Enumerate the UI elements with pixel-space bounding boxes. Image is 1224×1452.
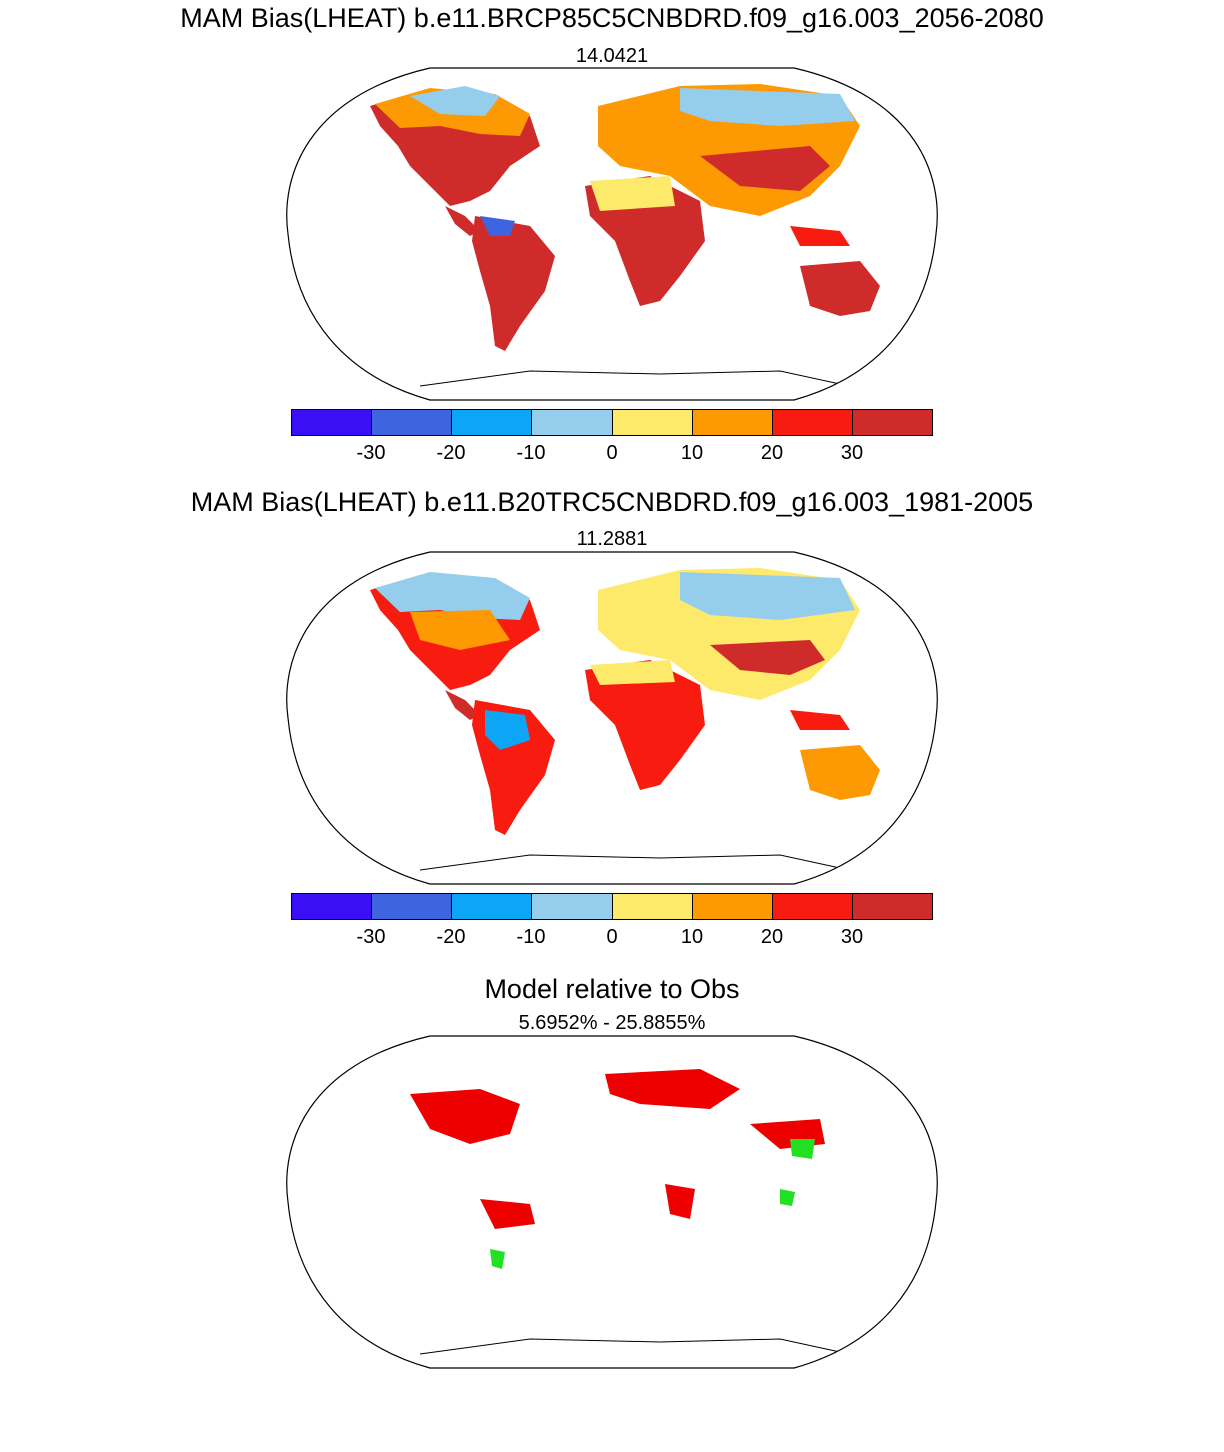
panel-2-title: MAM Bias(LHEAT) b.e11.B20TRC5CNBDRD.f09_… — [190, 487, 1034, 517]
panel-1-colorbar — [291, 409, 933, 436]
cb2-label-0: 0 — [606, 926, 618, 948]
siberia-blue — [680, 572, 855, 620]
cb1-label-30: 30 — [840, 442, 864, 464]
cb1-label-m20: -20 — [436, 442, 466, 464]
cb1-seg-2 — [372, 410, 453, 435]
cb2-seg-6 — [692, 894, 773, 919]
cb2-seg-3 — [452, 894, 533, 919]
panel-3-subtitle: 5.6952% - 25.8855% — [518, 1012, 706, 1034]
panel-2-map — [286, 551, 938, 885]
cb1-label-20: 20 — [760, 442, 784, 464]
north-america-mid — [410, 610, 510, 650]
panel-2-colorbar — [291, 893, 933, 920]
panel-1-map — [286, 67, 938, 401]
panel-3-map — [286, 1035, 938, 1369]
cb1-seg-5 — [612, 410, 693, 435]
panel-1-title: MAM Bias(LHEAT) b.e11.BRCP85C5CNBDRD.f09… — [180, 3, 1044, 33]
south-america-green — [490, 1249, 505, 1269]
africa — [585, 660, 705, 790]
amazon-blue — [485, 710, 530, 750]
antarctica-outline — [419, 1338, 841, 1355]
maritime-continent — [790, 710, 850, 730]
north-america-north — [375, 572, 530, 620]
europe-red — [605, 1069, 740, 1109]
cb1-label-m30: -30 — [356, 442, 386, 464]
china-green — [790, 1139, 815, 1159]
sahara — [590, 176, 675, 211]
south-america — [472, 216, 555, 351]
central-america — [445, 690, 480, 720]
canada-arctic — [410, 86, 500, 116]
cb1-label-0: 0 — [606, 442, 618, 464]
cb2-label-m30: -30 — [356, 926, 386, 948]
maritime-continent — [790, 226, 850, 246]
amazon-blue — [480, 216, 515, 236]
cb2-label-20: 20 — [760, 926, 784, 948]
cb1-label-m10: -10 — [516, 442, 546, 464]
amazon-red — [480, 1199, 535, 1229]
cb2-label-m20: -20 — [436, 926, 466, 948]
sahara — [590, 660, 675, 685]
cb2-seg-5 — [612, 894, 693, 919]
cb2-seg-8 — [852, 894, 932, 919]
cb2-seg-4 — [532, 894, 613, 919]
antarctica-outline — [419, 370, 841, 387]
asia-red — [710, 640, 825, 675]
cb1-label-10: 10 — [680, 442, 704, 464]
australia — [800, 745, 880, 800]
cb2-label-10: 10 — [680, 926, 704, 948]
cb1-seg-1 — [292, 410, 373, 435]
australia — [800, 261, 880, 316]
antarctica-outline — [419, 854, 841, 871]
panel-2-subtitle: 11.2881 — [576, 528, 648, 550]
central-america — [445, 206, 480, 236]
north-america-red — [410, 1089, 520, 1144]
panel-1-subtitle: 14.0421 — [575, 45, 649, 67]
cb1-seg-3 — [452, 410, 533, 435]
asia-red — [700, 146, 830, 191]
siberia-blue — [680, 88, 855, 126]
cb1-seg-4 — [532, 410, 613, 435]
cb1-seg-6 — [692, 410, 773, 435]
cb1-seg-7 — [772, 410, 853, 435]
cb2-seg-7 — [772, 894, 853, 919]
cb2-seg-1 — [292, 894, 373, 919]
cb1-seg-8 — [852, 410, 932, 435]
east-africa-red — [665, 1184, 695, 1219]
cb2-seg-2 — [372, 894, 453, 919]
panel-3-title: Model relative to Obs — [484, 974, 740, 1004]
cb2-label-30: 30 — [840, 926, 864, 948]
cb2-label-m10: -10 — [516, 926, 546, 948]
southeast-asia-green — [780, 1189, 795, 1206]
